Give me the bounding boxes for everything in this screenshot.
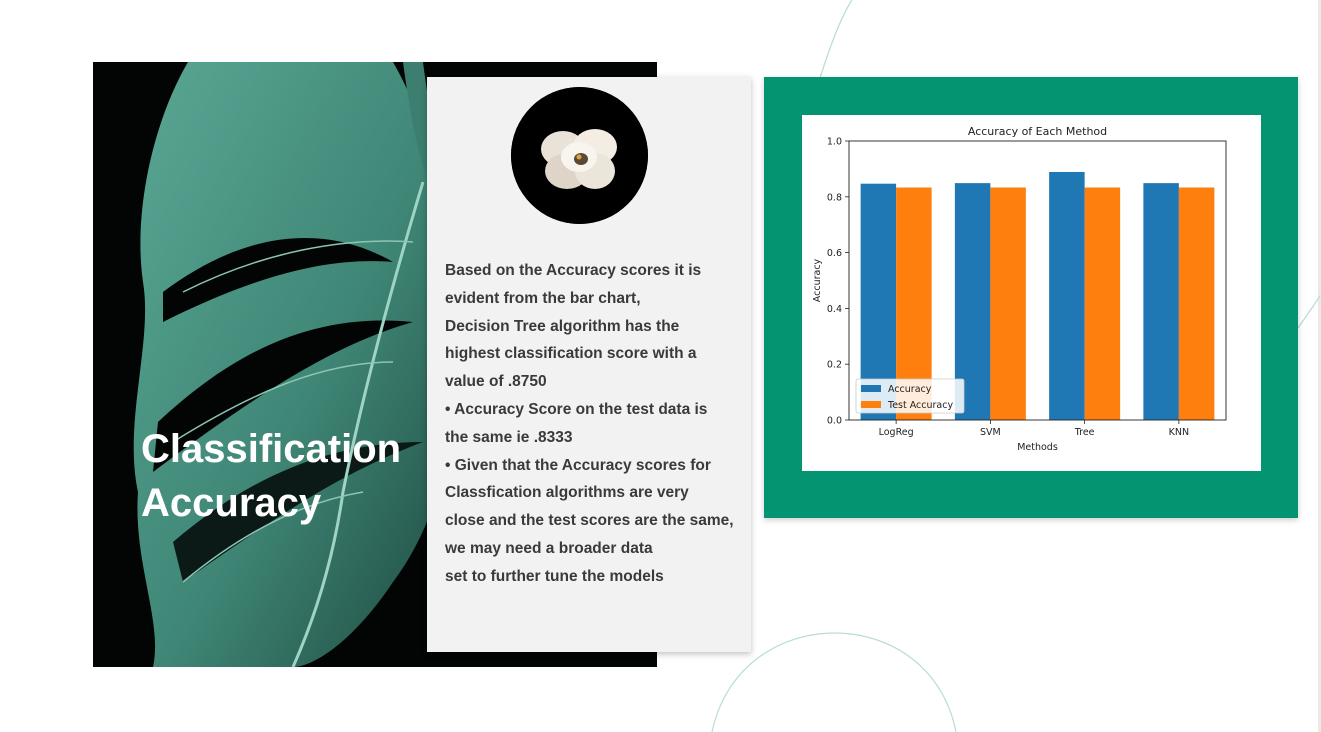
chart-title: Accuracy of Each Method xyxy=(968,125,1107,138)
summary-line: set to further tune the models xyxy=(445,567,664,585)
x-tick-label: Tree xyxy=(1074,427,1095,438)
slide-title: Classification Accuracy xyxy=(141,427,402,525)
summary-line: value of .8750 xyxy=(445,373,547,391)
summary-line: close and the test scores are the same, xyxy=(445,512,734,530)
bar-0-knn xyxy=(1143,183,1179,420)
x-tick-label: KNN xyxy=(1169,427,1189,438)
bar-1-knn xyxy=(1178,187,1215,420)
legend-box xyxy=(855,378,965,414)
y-tick-label: 1.0 xyxy=(827,137,842,148)
y-tick-label: 0.4 xyxy=(827,304,842,315)
summary-line: • Accuracy Score on the test data is xyxy=(445,400,708,418)
x-tick-label: SVM xyxy=(980,427,1001,438)
summary-line: we may need a broader data xyxy=(445,539,653,557)
rose-flower-icon xyxy=(511,87,648,224)
bar-1-tree xyxy=(1084,187,1121,420)
y-tick-label: 0.6 xyxy=(827,248,842,259)
legend-label: Accuracy xyxy=(888,384,932,395)
summary-line: highest classification score with a xyxy=(445,345,697,363)
y-tick-label: 0.2 xyxy=(827,360,842,371)
chart-frame: LogReg SVM Tree KNN 0.0 0.2 0.4 0.6 0.8 1.0 Accura… xyxy=(764,77,1298,518)
summary-text: Based on the Accuracy scores it is evide… xyxy=(445,257,765,591)
summary-line: • Given that the Accuracy scores for xyxy=(445,456,711,474)
x-tick-label: LogReg xyxy=(879,427,914,438)
accuracy-bar-chart: LogReg SVM Tree KNN 0.0 0.2 0.4 0.6 0.8 1.0 Accura… xyxy=(812,125,1227,453)
y-tick-label: 0.0 xyxy=(827,416,842,427)
summary-line: Decision Tree algorithm has the xyxy=(445,317,680,335)
plot-area xyxy=(848,140,1227,421)
bar-1-svm xyxy=(990,187,1026,420)
bar-0-tree xyxy=(1049,171,1085,420)
accuracy-chart: LogReg SVM Tree KNN 0.0 0.2 0.4 0.6 0.8 1.0 Accura… xyxy=(802,115,1261,471)
legend-swatch xyxy=(861,385,881,392)
y-axis-label: Accuracy xyxy=(812,258,823,302)
summary-card: Based on the Accuracy scores it is evide… xyxy=(427,77,751,652)
summary-line: Classfication algorithms are very xyxy=(445,484,689,502)
legend-label: Test Accuracy xyxy=(887,400,953,411)
y-tick-label: 0.8 xyxy=(827,192,842,203)
summary-line: the same ie .8333 xyxy=(445,428,573,446)
slide-edge xyxy=(1318,0,1321,732)
x-axis-label: Methods xyxy=(1017,442,1058,453)
legend-swatch xyxy=(861,401,881,408)
summary-line: evident from the bar chart, xyxy=(445,289,641,307)
summary-line: Based on the Accuracy scores it is xyxy=(445,262,702,279)
